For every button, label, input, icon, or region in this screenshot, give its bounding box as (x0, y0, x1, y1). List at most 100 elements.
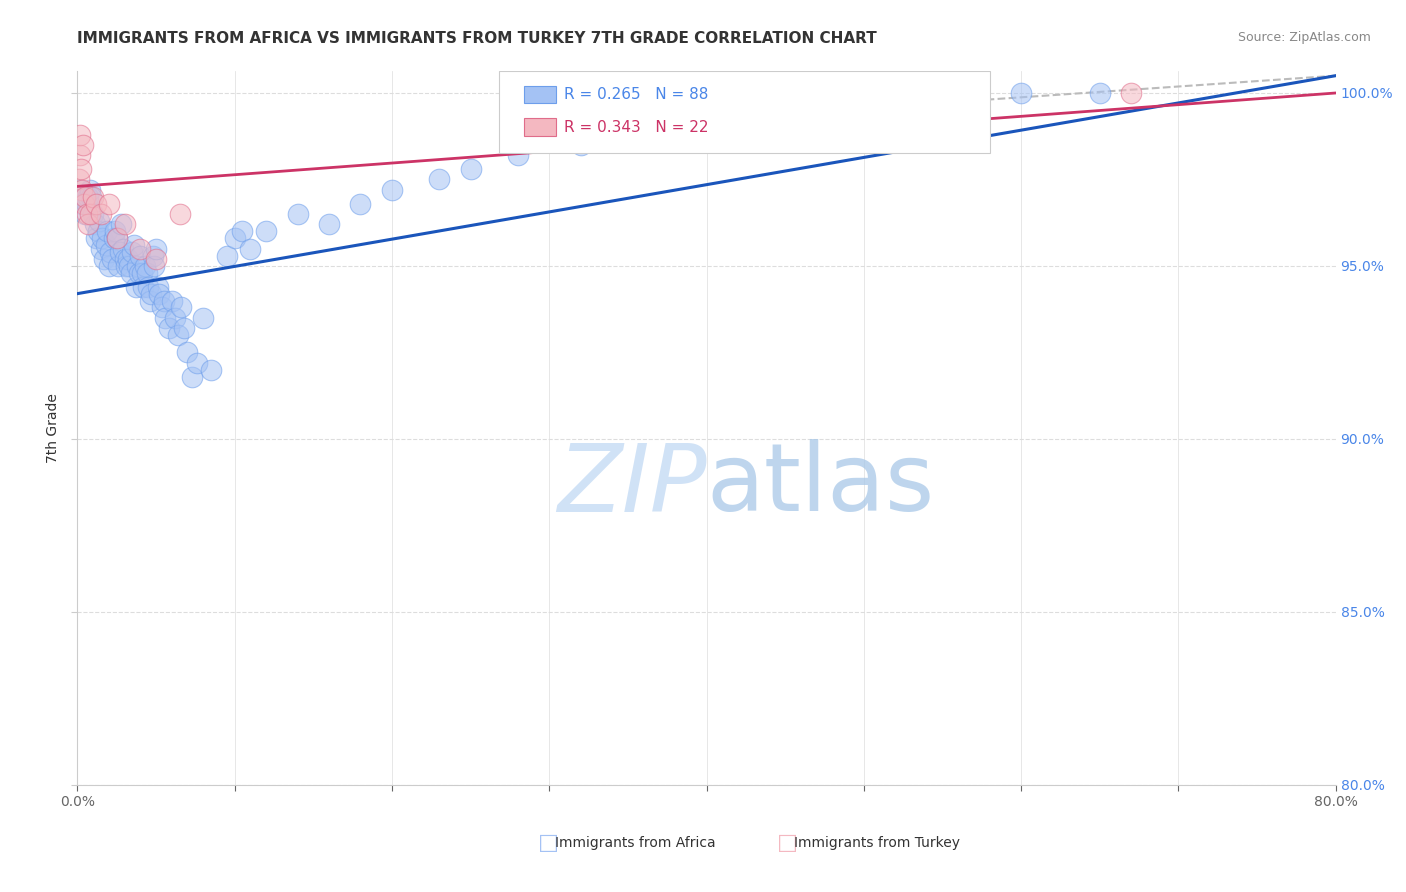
Point (173, 321, 195, 335)
Point (128, 266, 150, 280)
Point (90, 207, 112, 221)
Point (727, 113, 749, 128)
Text: Source: ZipAtlas.com: Source: ZipAtlas.com (1237, 31, 1371, 45)
Point (1121, 86, 1143, 100)
Point (69, 148, 91, 162)
Point (145, 242, 167, 256)
Point (215, 249, 238, 263)
Point (72, 137, 94, 152)
Point (70, 183, 93, 197)
Point (790, 96, 813, 111)
Text: R = 0.343   N = 22: R = 0.343 N = 22 (564, 120, 709, 135)
Point (117, 252, 139, 266)
Point (79, 183, 101, 197)
Text: □: □ (778, 833, 797, 853)
Point (506, 148, 529, 162)
Point (67, 172, 90, 186)
Point (136, 279, 159, 293)
Text: IMMIGRANTS FROM AFRICA VS IMMIGRANTS FROM TURKEY 7TH GRADE CORRELATION CHART: IMMIGRANTS FROM AFRICA VS IMMIGRANTS FRO… (77, 31, 877, 46)
Point (72, 196, 94, 211)
Point (143, 259, 166, 273)
Point (696, 120, 718, 135)
Point (224, 231, 246, 245)
Point (170, 301, 193, 315)
Point (82, 190, 104, 204)
Point (84, 196, 107, 211)
Point (569, 137, 592, 152)
Point (80, 190, 103, 204)
Point (122, 238, 145, 252)
Point (157, 321, 180, 335)
Point (427, 172, 450, 186)
Point (163, 310, 186, 325)
Point (111, 242, 134, 256)
Point (115, 259, 138, 273)
Point (132, 279, 155, 293)
Point (191, 310, 215, 325)
Point (105, 231, 128, 245)
Bar (524, 86, 555, 103)
Point (127, 259, 149, 273)
Point (460, 162, 482, 177)
Point (1088, 86, 1111, 100)
Point (90, 242, 112, 256)
Point (114, 252, 136, 266)
Point (76, 207, 98, 221)
Point (103, 231, 125, 245)
Point (160, 293, 183, 308)
Point (98, 245, 121, 260)
Point (142, 249, 165, 263)
Point (129, 242, 152, 256)
Point (153, 293, 176, 308)
Point (145, 252, 167, 266)
Point (239, 242, 262, 256)
Point (349, 196, 371, 211)
Point (931, 86, 953, 100)
Text: R = 0.265   N = 88: R = 0.265 N = 88 (564, 87, 709, 103)
Point (129, 249, 152, 263)
Point (167, 328, 190, 343)
Point (79, 207, 101, 221)
Point (114, 218, 136, 232)
Point (254, 224, 277, 238)
Point (77, 218, 100, 232)
Point (150, 301, 173, 315)
Point (104, 224, 127, 238)
Point (94, 238, 117, 252)
Point (76, 196, 98, 211)
Point (69, 128, 91, 142)
Point (155, 310, 177, 325)
Point (97, 259, 120, 273)
Point (135, 266, 157, 280)
Point (75, 207, 97, 221)
Point (108, 245, 131, 260)
Point (852, 93, 875, 107)
Point (138, 293, 160, 308)
Point (77, 190, 100, 204)
Text: □: □ (538, 833, 558, 853)
Point (107, 259, 129, 273)
Point (124, 279, 146, 293)
Point (72, 190, 94, 204)
Point (931, 86, 953, 100)
Point (118, 259, 141, 273)
Point (200, 363, 222, 377)
Point (84, 231, 107, 245)
Point (91, 231, 114, 245)
Text: Immigrants from Turkey: Immigrants from Turkey (794, 836, 960, 850)
Point (176, 345, 198, 359)
Point (89, 214, 111, 228)
Point (141, 286, 163, 301)
Y-axis label: 7th Grade: 7th Grade (46, 393, 60, 463)
Point (146, 279, 169, 293)
Point (318, 218, 340, 232)
Point (131, 266, 153, 280)
Point (93, 252, 115, 266)
Point (96, 224, 118, 238)
Point (186, 356, 208, 370)
Point (70, 196, 93, 211)
Point (181, 369, 204, 384)
Point (120, 266, 142, 280)
Point (101, 252, 124, 266)
Point (287, 207, 309, 221)
